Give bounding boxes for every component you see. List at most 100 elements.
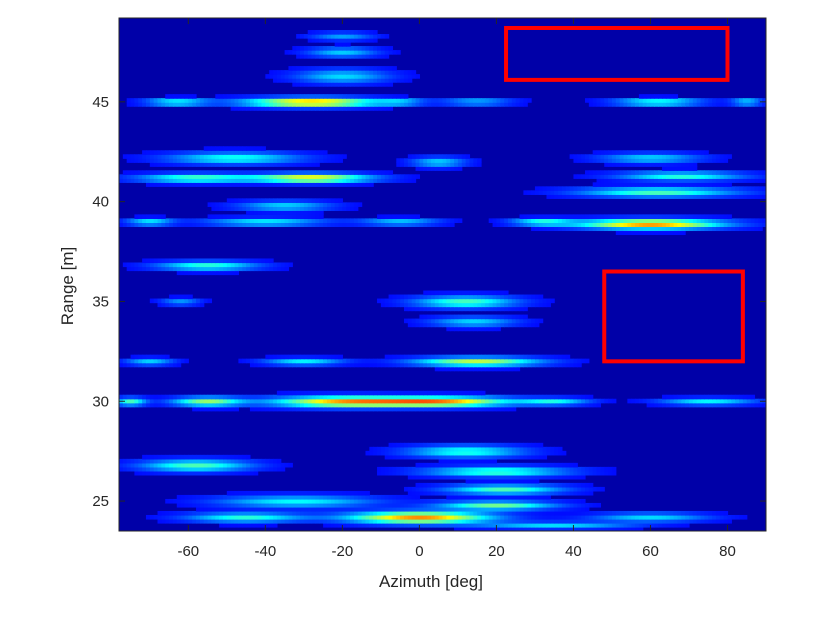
heatmap-cell bbox=[715, 154, 721, 159]
heatmap-cell bbox=[184, 510, 189, 516]
heatmap-cell bbox=[226, 146, 232, 151]
heatmap-cell bbox=[384, 470, 390, 476]
heatmap-cell bbox=[504, 478, 509, 484]
heatmap-cell bbox=[534, 222, 540, 228]
heatmap-cell bbox=[662, 218, 667, 223]
heatmap-cell bbox=[484, 354, 490, 360]
heatmap-cell bbox=[685, 394, 690, 400]
heatmap-cell bbox=[284, 174, 290, 179]
heatmap-cell bbox=[373, 514, 378, 520]
heatmap-cell bbox=[511, 502, 517, 508]
heatmap-cell bbox=[650, 398, 655, 404]
heatmap-cell bbox=[180, 502, 186, 508]
heatmap-cell bbox=[635, 186, 640, 191]
heatmap-cell bbox=[169, 150, 174, 155]
heatmap-cell bbox=[704, 154, 709, 159]
heatmap-cell bbox=[696, 514, 702, 520]
heatmap-cell bbox=[130, 102, 135, 107]
heatmap-cell bbox=[311, 218, 317, 223]
heatmap-cell bbox=[169, 222, 174, 228]
heatmap-cell bbox=[396, 214, 401, 219]
heatmap-cell bbox=[704, 222, 709, 228]
heatmap-cell bbox=[388, 394, 394, 400]
heatmap-cell bbox=[742, 190, 748, 195]
heatmap-cell bbox=[273, 174, 278, 179]
heatmap-cell bbox=[700, 170, 705, 175]
heatmap-cell bbox=[665, 178, 671, 183]
heatmap-cell bbox=[454, 306, 459, 312]
heatmap-cell bbox=[654, 518, 659, 524]
heatmap-cell bbox=[669, 514, 675, 520]
heatmap-cell bbox=[396, 406, 401, 412]
heatmap-cell bbox=[419, 510, 424, 516]
heatmap-cell bbox=[138, 402, 143, 408]
heatmap-cell bbox=[681, 194, 686, 199]
heatmap-cell bbox=[188, 398, 193, 404]
heatmap-cell bbox=[334, 406, 340, 412]
heatmap-cell bbox=[473, 294, 478, 300]
heatmap-cell bbox=[507, 362, 513, 368]
heatmap-cell bbox=[642, 514, 648, 520]
heatmap-cell bbox=[207, 470, 213, 476]
heatmap-cell bbox=[596, 178, 601, 183]
heatmap-cell bbox=[481, 478, 486, 484]
heatmap-cell bbox=[261, 146, 266, 151]
heatmap-cell bbox=[638, 154, 644, 159]
heatmap-cell bbox=[685, 166, 690, 171]
heatmap-cell bbox=[215, 502, 220, 508]
heatmap-cell bbox=[326, 202, 332, 207]
heatmap-cell bbox=[496, 402, 501, 408]
heatmap-cell bbox=[403, 394, 409, 400]
heatmap-cell bbox=[685, 186, 690, 191]
heatmap-cell bbox=[153, 458, 159, 464]
heatmap-cell bbox=[538, 470, 544, 476]
heatmap-cell bbox=[542, 482, 548, 488]
heatmap-cell bbox=[377, 406, 382, 412]
heatmap-cell bbox=[434, 406, 440, 412]
heatmap-cell bbox=[361, 106, 367, 111]
heatmap-cell bbox=[507, 462, 513, 468]
heatmap-cell bbox=[442, 354, 447, 360]
heatmap-cell bbox=[484, 402, 490, 408]
heatmap-cell bbox=[627, 226, 632, 232]
heatmap-cell bbox=[261, 170, 266, 175]
heatmap-cell bbox=[142, 354, 147, 360]
heatmap-cell bbox=[369, 450, 374, 456]
heatmap-cell bbox=[658, 518, 663, 524]
heatmap-cell bbox=[353, 406, 359, 412]
heatmap-cell bbox=[419, 482, 424, 488]
heatmap-cell bbox=[492, 486, 498, 492]
heatmap-cell bbox=[523, 190, 528, 195]
heatmap-cell bbox=[419, 470, 424, 476]
heatmap-cell bbox=[353, 106, 359, 111]
heatmap-cell bbox=[199, 498, 205, 504]
heatmap-cell bbox=[611, 158, 617, 163]
heatmap-cell bbox=[180, 454, 186, 460]
heatmap-cell bbox=[342, 222, 347, 228]
heatmap-cell bbox=[438, 358, 444, 364]
heatmap-cell bbox=[303, 490, 309, 496]
heatmap-cell bbox=[326, 510, 332, 516]
heatmap-cell bbox=[342, 522, 347, 528]
heatmap-cell bbox=[377, 178, 382, 183]
heatmap-cell bbox=[315, 518, 320, 524]
heatmap-cell bbox=[265, 218, 270, 223]
heatmap-cell bbox=[161, 302, 166, 308]
heatmap-cell bbox=[261, 494, 266, 500]
heatmap-cell bbox=[546, 462, 551, 468]
heatmap-cell bbox=[623, 158, 628, 163]
heatmap-cell bbox=[477, 498, 482, 504]
heatmap-cell bbox=[554, 190, 559, 195]
heatmap-cell bbox=[635, 226, 640, 232]
heatmap-cell bbox=[523, 490, 528, 496]
heatmap-cell bbox=[307, 402, 313, 408]
heatmap-cell bbox=[176, 454, 182, 460]
heatmap-cell bbox=[346, 498, 351, 504]
heatmap-cell bbox=[446, 502, 451, 508]
heatmap-cell bbox=[311, 394, 317, 400]
heatmap-cell bbox=[527, 354, 532, 360]
heatmap-cell bbox=[319, 170, 324, 175]
heatmap-cell bbox=[403, 294, 409, 300]
heatmap-cell bbox=[519, 302, 524, 308]
heatmap-cell bbox=[446, 446, 451, 452]
